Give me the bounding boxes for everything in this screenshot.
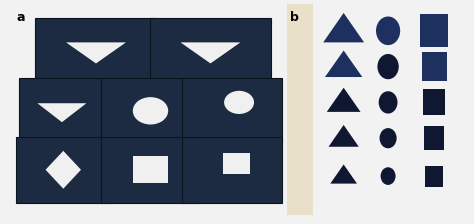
FancyBboxPatch shape: [287, 4, 313, 215]
Bar: [223, 153, 250, 174]
Circle shape: [133, 97, 168, 125]
Polygon shape: [37, 103, 86, 122]
Bar: [423, 89, 445, 115]
Text: b: b: [290, 11, 299, 24]
Circle shape: [380, 128, 397, 148]
FancyBboxPatch shape: [16, 136, 110, 203]
FancyBboxPatch shape: [19, 78, 108, 144]
FancyBboxPatch shape: [182, 136, 282, 203]
Circle shape: [379, 91, 398, 114]
Bar: [424, 126, 444, 150]
Polygon shape: [46, 151, 81, 189]
Polygon shape: [328, 125, 359, 147]
Bar: [133, 156, 168, 183]
FancyBboxPatch shape: [100, 78, 201, 144]
Text: a: a: [17, 11, 26, 24]
Polygon shape: [66, 42, 126, 63]
Circle shape: [377, 54, 399, 79]
FancyBboxPatch shape: [182, 78, 282, 144]
Bar: [420, 14, 448, 47]
FancyBboxPatch shape: [150, 17, 271, 84]
Bar: [425, 166, 443, 187]
Polygon shape: [181, 42, 240, 63]
FancyBboxPatch shape: [100, 136, 201, 203]
Polygon shape: [330, 164, 357, 184]
Circle shape: [381, 167, 395, 185]
FancyBboxPatch shape: [35, 17, 157, 84]
Bar: [422, 52, 447, 81]
Polygon shape: [327, 88, 361, 112]
Circle shape: [376, 17, 400, 45]
Circle shape: [224, 91, 254, 114]
Polygon shape: [325, 50, 362, 77]
Polygon shape: [323, 13, 364, 42]
